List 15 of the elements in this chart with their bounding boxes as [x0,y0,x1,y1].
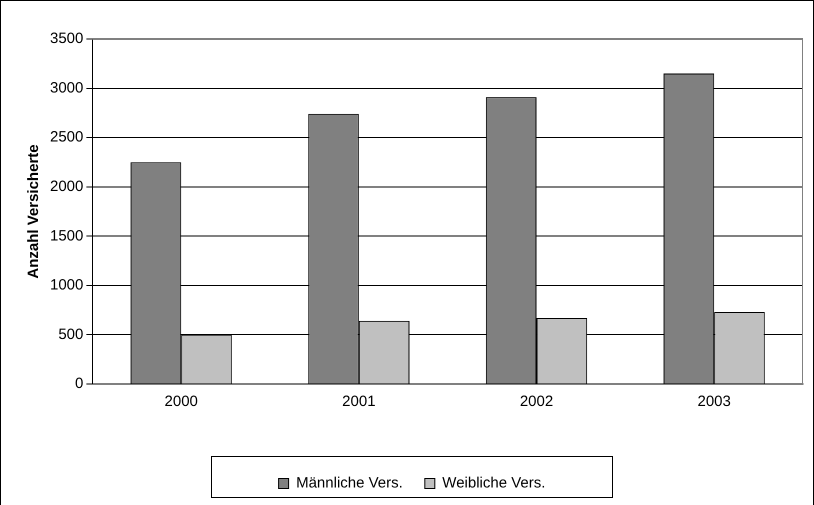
legend-label: Weibliche Vers. [442,474,546,492]
y-tick-label: 1000 [50,276,84,294]
x-tick-label: 2001 [342,393,376,410]
x-tick-label: 2002 [520,393,554,410]
y-tick-label: 3500 [50,30,84,48]
y-axis-title: Anzahl Versicherte [25,144,42,279]
y-tick-label: 2000 [50,178,84,195]
y-tick-label: 0 [75,375,84,392]
y-tick-label: 2500 [50,128,84,146]
y-tick-label: 500 [58,326,84,343]
y-tick-label: 1500 [50,227,84,244]
y-tick-label: 3000 [50,79,84,96]
x-tick-label: 2003 [697,393,731,410]
x-tick-label: 2000 [164,393,198,410]
legend-label: Männliche Vers. [296,474,403,492]
